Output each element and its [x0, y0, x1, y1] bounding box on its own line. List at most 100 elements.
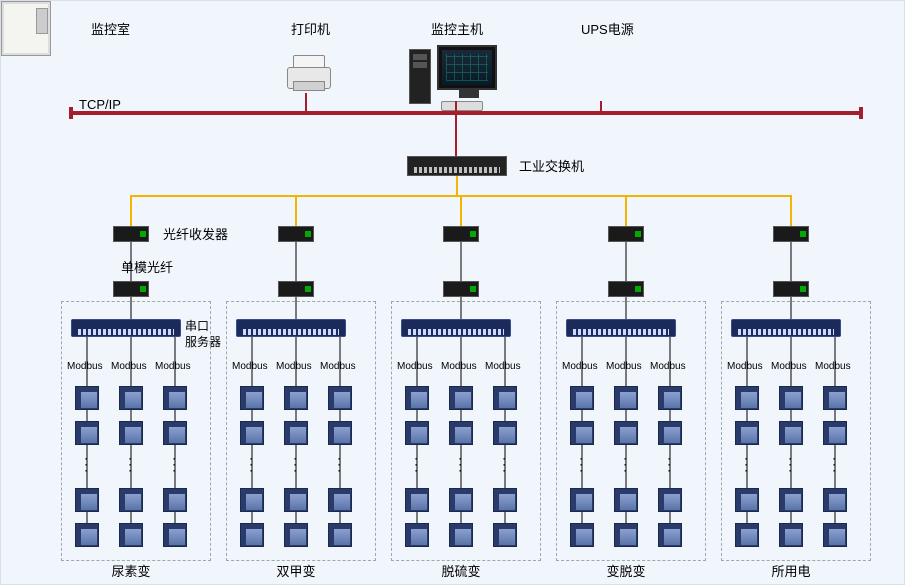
ellipsis-icon: ··· [832, 455, 836, 473]
panel-label: 所用电 [761, 561, 821, 580]
meter-icon [493, 488, 517, 512]
meter-icon [779, 386, 803, 410]
meter-icon [658, 488, 682, 512]
label-monitor-room: 监控室 [91, 19, 130, 38]
ellipsis-icon: ··· [458, 455, 462, 473]
meter-icon [75, 386, 99, 410]
meter-icon [823, 421, 847, 445]
meter-icon [163, 488, 187, 512]
modbus-label: Modbus [562, 361, 598, 372]
fiber-transceiver-icon [608, 281, 644, 297]
meter-icon [405, 488, 429, 512]
serial-server-icon [71, 319, 181, 337]
meter-icon [75, 421, 99, 445]
modbus-label: Modbus [441, 361, 477, 372]
topology-canvas: 监控室 打印机 监控主机 UPS电源 TCP/IP 工业交换机 光纤收发器 单模… [0, 0, 905, 585]
meter-icon [570, 386, 594, 410]
ellipsis-icon: ··· [128, 455, 132, 473]
ellipsis-icon: ··· [337, 455, 341, 473]
ellipsis-icon: ··· [414, 455, 418, 473]
meter-icon [823, 523, 847, 547]
ellipsis-icon: ··· [293, 455, 297, 473]
meter-icon [405, 386, 429, 410]
modbus-label: Modbus [727, 361, 763, 372]
label-ups: UPS电源 [581, 19, 634, 38]
meter-icon [658, 386, 682, 410]
meter-icon [823, 386, 847, 410]
ellipsis-icon: ··· [667, 455, 671, 473]
meter-icon [493, 386, 517, 410]
meter-icon [240, 421, 264, 445]
meter-icon [493, 421, 517, 445]
meter-icon [284, 421, 308, 445]
meter-icon [75, 523, 99, 547]
meter-icon [614, 523, 638, 547]
fiber-rx-label: 光纤收发器 [163, 224, 228, 243]
meter-icon [119, 488, 143, 512]
meter-icon [449, 523, 473, 547]
modbus-label: Modbus [320, 361, 356, 372]
meter-icon [75, 488, 99, 512]
panel-label: 尿素变 [101, 561, 161, 580]
meter-icon [614, 488, 638, 512]
modbus-label: Modbus [815, 361, 851, 372]
meter-icon [284, 386, 308, 410]
modbus-label: Modbus [485, 361, 521, 372]
meter-icon [119, 386, 143, 410]
modbus-label: Modbus [397, 361, 433, 372]
meter-icon [328, 488, 352, 512]
fiber-transceiver-icon [113, 226, 149, 242]
modbus-label: Modbus [155, 361, 191, 372]
bus-label: TCP/IP [79, 97, 121, 112]
modbus-label: Modbus [606, 361, 642, 372]
industrial-switch-icon [407, 156, 507, 176]
meter-icon [163, 386, 187, 410]
ups-icon [1, 1, 51, 56]
fiber-transceiver-icon [278, 226, 314, 242]
ellipsis-icon: ··· [788, 455, 792, 473]
meter-icon [614, 421, 638, 445]
meter-icon [823, 488, 847, 512]
modbus-label: Modbus [67, 361, 103, 372]
ellipsis-icon: ··· [249, 455, 253, 473]
meter-icon [405, 421, 429, 445]
label-printer: 打印机 [291, 19, 330, 38]
modbus-label: Modbus [111, 361, 147, 372]
panel-label: 变脱变 [596, 561, 656, 580]
meter-icon [735, 488, 759, 512]
serial-server-icon [401, 319, 511, 337]
serial-server-icon [731, 319, 841, 337]
meter-icon [449, 488, 473, 512]
modbus-label: Modbus [232, 361, 268, 372]
meter-icon [449, 421, 473, 445]
ellipsis-icon: ··· [579, 455, 583, 473]
fiber-transceiver-icon [278, 281, 314, 297]
fiber-transceiver-icon [773, 281, 809, 297]
meter-icon [240, 386, 264, 410]
serial-server-icon [236, 319, 346, 337]
meter-icon [328, 386, 352, 410]
meter-icon [570, 421, 594, 445]
meter-icon [240, 523, 264, 547]
meter-icon [163, 523, 187, 547]
serial-server-icon [566, 319, 676, 337]
meter-icon [570, 523, 594, 547]
single-mode-fiber-label: 单模光纤 [121, 257, 173, 276]
meter-icon [328, 523, 352, 547]
modbus-label: Modbus [276, 361, 312, 372]
meter-icon [493, 523, 517, 547]
modbus-label: Modbus [650, 361, 686, 372]
meter-icon [779, 421, 803, 445]
meter-icon [735, 386, 759, 410]
meter-icon [614, 386, 638, 410]
monitor-icon [437, 45, 497, 90]
meter-icon [779, 488, 803, 512]
panel-label: 双甲变 [266, 561, 326, 580]
label-monitor-host: 监控主机 [431, 19, 483, 38]
fiber-transceiver-icon [773, 226, 809, 242]
meter-icon [658, 421, 682, 445]
meter-icon [119, 523, 143, 547]
meter-icon [163, 421, 187, 445]
meter-icon [735, 523, 759, 547]
keyboard-icon [441, 101, 483, 111]
